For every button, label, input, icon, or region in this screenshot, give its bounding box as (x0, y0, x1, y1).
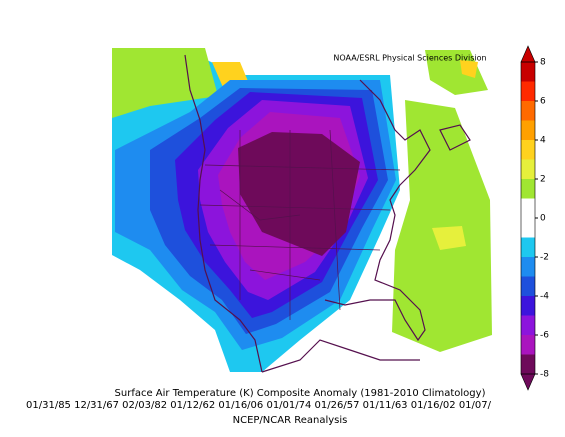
colorbar-tick-label: -6 (540, 331, 549, 341)
colorbar-bin (521, 296, 535, 316)
colorbar-bin (521, 198, 535, 219)
colorbar-bin (521, 315, 535, 336)
colorbar-tick-label: 8 (540, 58, 546, 68)
colorbar-bin (521, 159, 535, 180)
map-outlines (184, 54, 471, 373)
colorbar-extend-high (520, 45, 536, 63)
colorbar-tick-label: 2 (540, 175, 546, 185)
colorbar-tick-label: -4 (540, 292, 549, 302)
map-field (112, 48, 492, 372)
colorbar-bin (521, 218, 535, 238)
colorbar-bin (521, 81, 535, 102)
colorbar-tick-label: 4 (540, 136, 546, 146)
colorbar-bin (521, 237, 535, 258)
colorbar-bin (521, 276, 535, 297)
credit: NOAA/ESRL Physical Sciences Division (333, 54, 486, 63)
colorbar: 8 6 4 2 0 -2 -4 -6 -8 (520, 45, 549, 391)
colorbar-extend-low (520, 373, 536, 391)
colorbar-bin (521, 257, 535, 277)
colorbar-tick-label: -2 (540, 253, 549, 263)
composite-dates: 01/31/85 12/31/67 02/03/82 01/12/62 01/1… (26, 400, 492, 411)
colorbar-bin (521, 335, 535, 355)
colorbar-tick-label: 0 (540, 214, 546, 224)
colorbar-tick-label: -8 (540, 370, 549, 380)
data-source: NCEP/NCAR Reanalysis (233, 415, 348, 426)
colorbar-tick-label: 6 (540, 97, 546, 107)
colorbar-bin (521, 140, 535, 160)
colorbar-bin (521, 354, 535, 375)
colorbar-bin (521, 101, 535, 121)
colorbar-bin (521, 120, 535, 141)
colorbar-bin (521, 62, 535, 82)
map-title: Surface Air Temperature (K) Composite An… (115, 388, 486, 399)
colorbar-bin (521, 179, 535, 199)
